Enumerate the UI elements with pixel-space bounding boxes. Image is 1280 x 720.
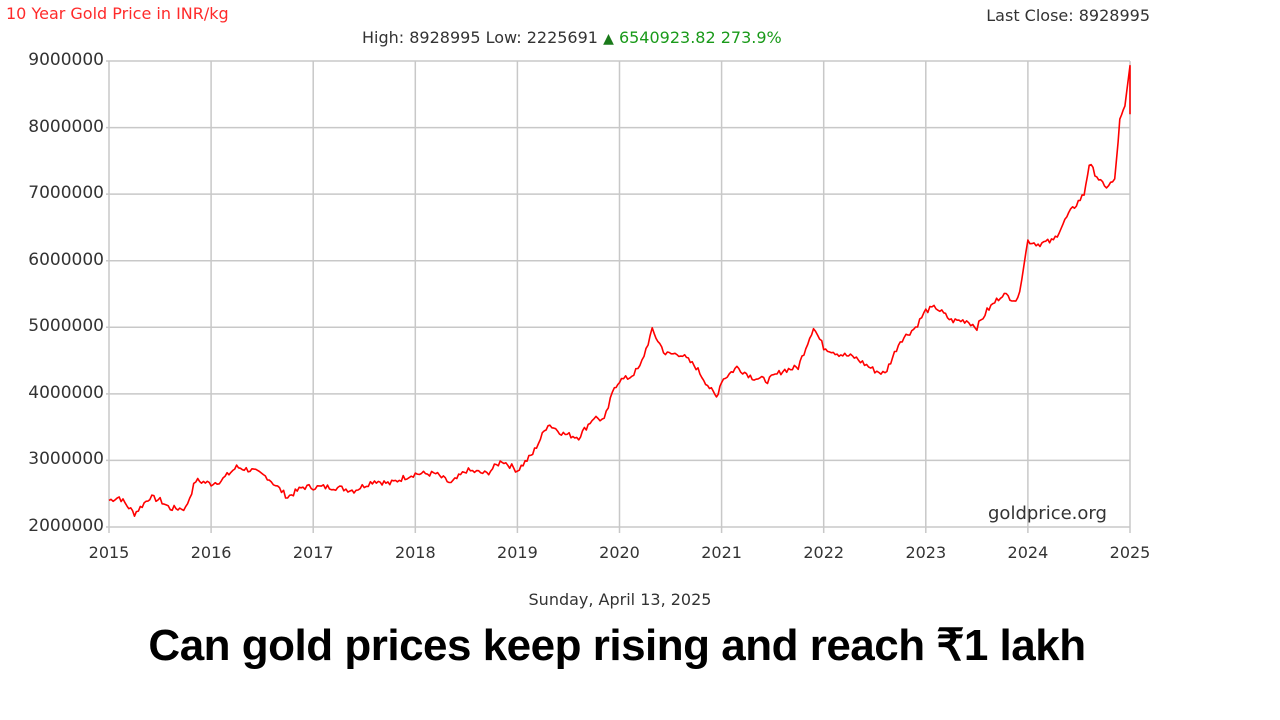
y-tick-label: 6000000: [28, 249, 104, 270]
x-tick-label: 2025: [1109, 543, 1151, 562]
x-tick-label: 2021: [701, 543, 742, 562]
x-tick-label: 2020: [599, 543, 640, 562]
grid-lines: [106, 60, 1131, 533]
date-label: Sunday, April 13, 2025: [528, 590, 712, 609]
x-tick-label: 2016: [190, 543, 232, 562]
headline: Can gold prices keep rising and reach ₹1…: [148, 621, 1086, 670]
last-close-label: Last Close: 8928995: [986, 6, 1150, 25]
x-tick-label: 2023: [905, 543, 947, 562]
x-tick-label: 2017: [292, 543, 334, 562]
y-tick-label: 5000000: [28, 316, 104, 337]
x-tick-label: 2022: [803, 543, 845, 562]
price-summary: High: 8928995 Low: 2225691 ▲ 6540923.82 …: [362, 28, 782, 47]
watermark: goldprice.org: [988, 503, 1107, 524]
y-tick-label: 8000000: [28, 116, 104, 137]
high-low-text: High: 8928995 Low: 2225691: [362, 28, 598, 47]
y-tick-label: 9000000: [28, 50, 104, 70]
y-tick-label: 3000000: [28, 449, 104, 470]
triangle-up-icon: ▲: [603, 31, 614, 47]
price-line: [108, 64, 1131, 518]
x-tick-label: 2018: [394, 543, 436, 562]
x-tick-label: 2024: [1007, 543, 1049, 562]
y-tick-label: 2000000: [28, 516, 104, 536]
x-tick-label: 2015: [88, 543, 130, 562]
y-tick-label: 7000000: [28, 183, 104, 204]
change-text: 6540923.82 273.9%: [618, 28, 782, 47]
y-tick-label: 4000000: [28, 382, 104, 403]
chart-title: 10 Year Gold Price in INR/kg: [6, 4, 229, 23]
chart-plot-area: [106, 60, 1131, 533]
x-tick-label: 2019: [497, 543, 538, 562]
